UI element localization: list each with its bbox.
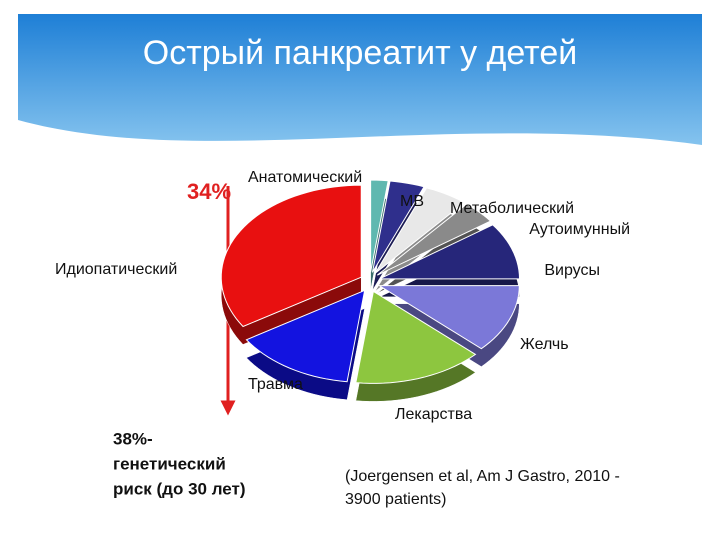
slice <box>371 180 425 273</box>
source: (Joergensen et al, Am J Gastro, 2010 - 39… <box>345 468 620 508</box>
slice-label: Анатомический <box>248 169 362 186</box>
slice <box>220 184 362 328</box>
slice-label: Травма <box>248 376 303 393</box>
slice <box>245 289 366 383</box>
header-wave <box>18 120 702 160</box>
slice <box>370 179 389 273</box>
labels: Анатомический МВ Метаболический Аутоимунный… <box>55 169 630 423</box>
slice-label: Идиопатический <box>55 261 177 278</box>
slice <box>376 203 492 276</box>
header <box>18 14 702 154</box>
slice <box>374 187 466 274</box>
slice-label: МВ <box>400 193 424 210</box>
note-line: генетический <box>113 454 226 473</box>
slice <box>377 285 520 350</box>
note-line: риск (до 30 лет) <box>113 479 246 498</box>
source-line: 3900 patients) <box>345 491 446 508</box>
note-line: 38%- <box>113 429 153 448</box>
slice-label: Аутоимунный <box>529 221 630 238</box>
title: Острый панкреатит у детей <box>143 34 578 72</box>
slice-label: Лекарства <box>395 406 472 423</box>
slice-label: Метаболический <box>450 200 574 217</box>
source-line: (Joergensen et al, Am J Gastro, 2010 - <box>345 468 620 485</box>
slice <box>379 224 521 280</box>
note: 38%- генетический риск (до 30 лет) <box>113 429 246 498</box>
slice-label: Желчь <box>520 336 569 353</box>
annotation: 34% <box>187 179 231 204</box>
slice <box>355 290 477 384</box>
slice-label: Вирусы <box>544 262 600 279</box>
pie <box>220 179 521 402</box>
